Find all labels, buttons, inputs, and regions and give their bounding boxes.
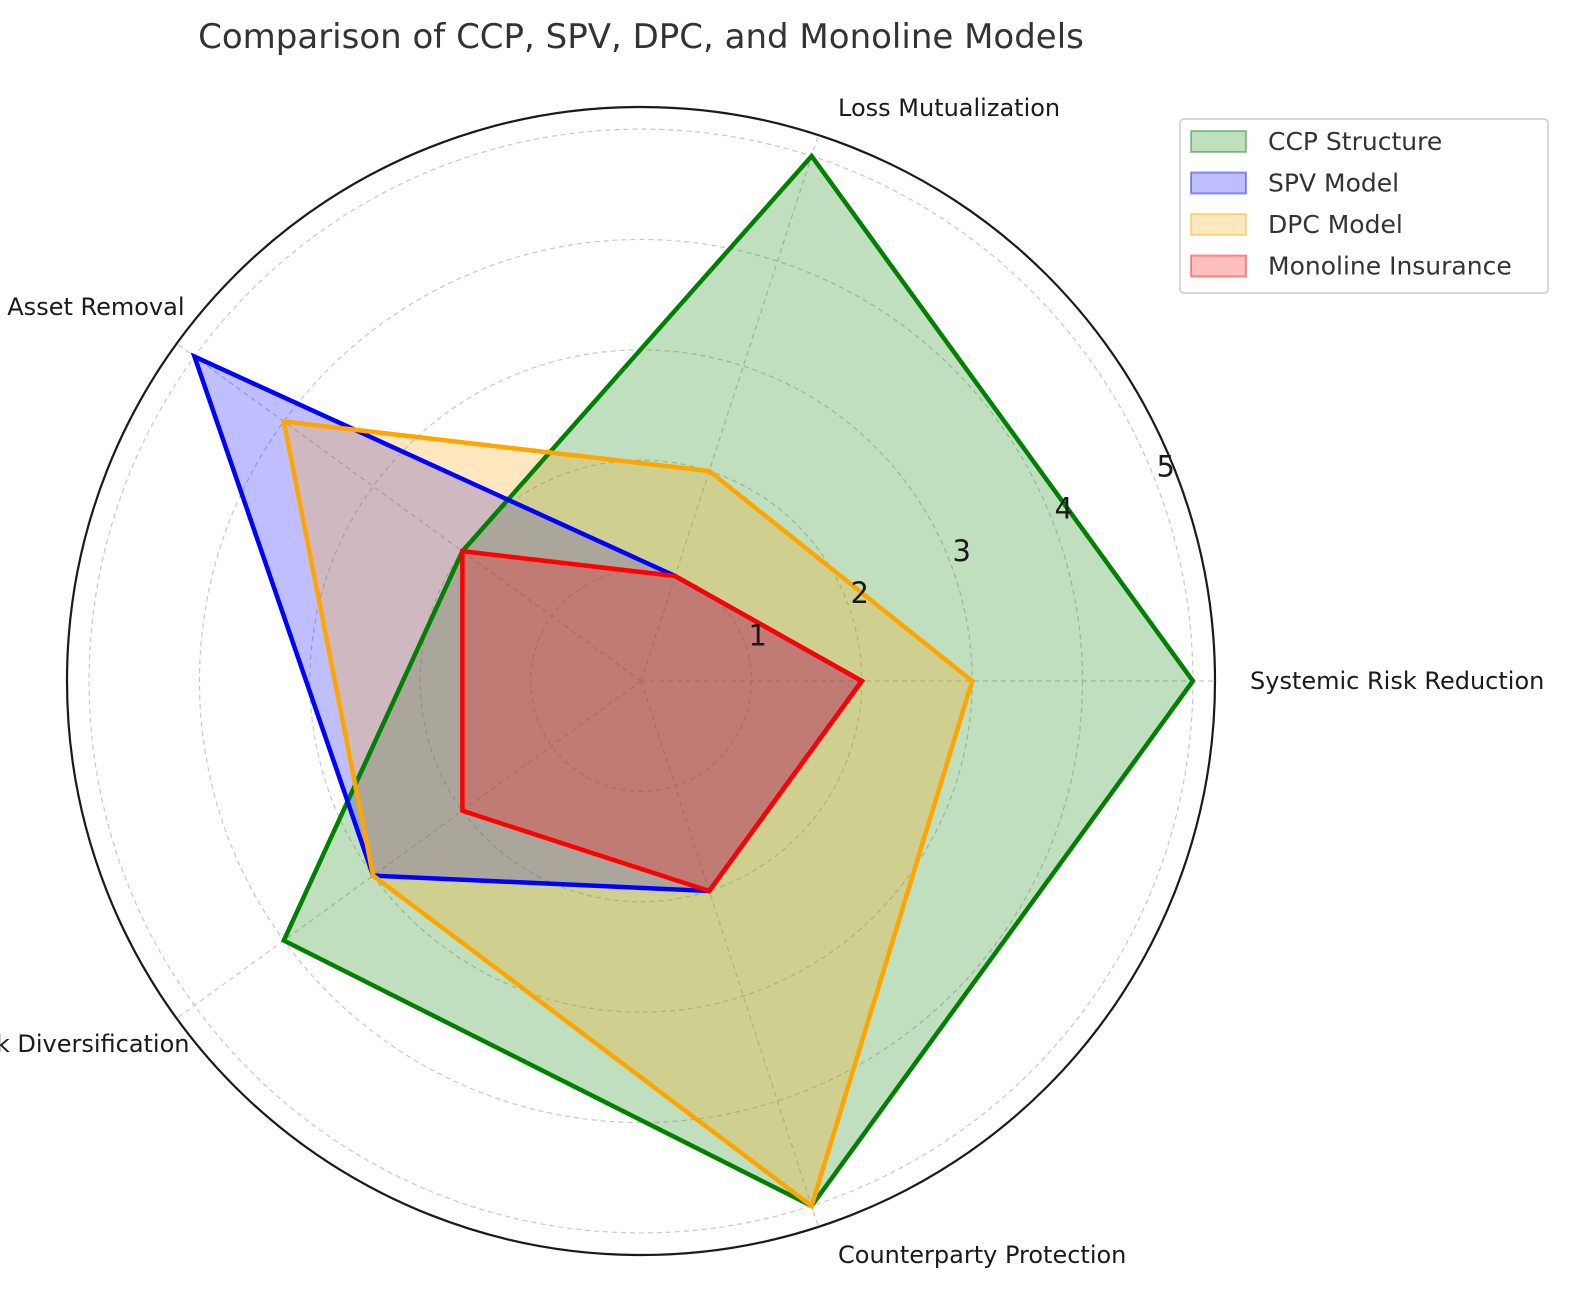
legend-label-ccp-structure: CCP Structure — [1268, 127, 1442, 156]
grid-spoke — [176, 343, 642, 682]
axis-label-risk-diversification: Risk Diversification — [0, 1030, 190, 1058]
legend-label-dpc-model: DPC Model — [1268, 210, 1403, 239]
axis-labels: Systemic Risk Reduction Loss Mutualizatio… — [0, 94, 1544, 1269]
axis-label-asset-removal: Asset Removal — [7, 293, 184, 321]
series-fill-spv-model — [194, 356, 862, 892]
series-line-monoline-insurance — [460, 548, 866, 894]
series-line-ccp-structure — [280, 152, 1196, 1209]
radial-tick-labels: 1 2 3 4 5 — [749, 450, 1175, 653]
legend-swatch-ccp-structure — [1190, 130, 1247, 153]
grid-spoke — [176, 680, 642, 1019]
radial-tick-label-4: 4 — [1055, 492, 1073, 526]
radial-tick-label-3: 3 — [953, 534, 971, 568]
chart-title: Comparison of CCP, SPV, DPC, and Monolin… — [198, 17, 1084, 57]
series-line-dpc-model — [280, 418, 975, 1210]
radial-tick-label-1: 1 — [749, 619, 767, 653]
legend-frame — [1179, 118, 1549, 294]
axis-label-systemic-risk-reduction: Systemic Risk Reduction — [1250, 667, 1544, 695]
legend: CCP Structure SPV Model DPC Model Monoline … — [1179, 118, 1549, 294]
grid-spoke — [640, 134, 819, 682]
axis-label-loss-mutualization: Loss Mutualization — [838, 94, 1060, 122]
series-fill-dpc-model — [283, 421, 973, 1206]
radial-tick-label-2: 2 — [851, 576, 869, 610]
series-fill-ccp-structure — [283, 156, 1193, 1206]
series-layer — [190, 152, 1196, 1210]
legend-label-monoline-insurance: Monoline Insurance — [1268, 252, 1512, 281]
outer-frame — [65, 105, 1217, 1257]
radial-tick-label-5: 5 — [1157, 450, 1175, 484]
series-fill-monoline-insurance — [462, 551, 862, 891]
legend-swatch-dpc-model — [1190, 213, 1247, 236]
grid-spoke — [640, 680, 819, 1228]
legend-label-spv-model: SPV Model — [1268, 169, 1399, 198]
legend-swatch-monoline-insurance — [1190, 254, 1247, 278]
axis-label-counterparty-protection: Counterparty Protection — [838, 1241, 1126, 1269]
legend-swatch-spv-model — [1190, 171, 1247, 195]
